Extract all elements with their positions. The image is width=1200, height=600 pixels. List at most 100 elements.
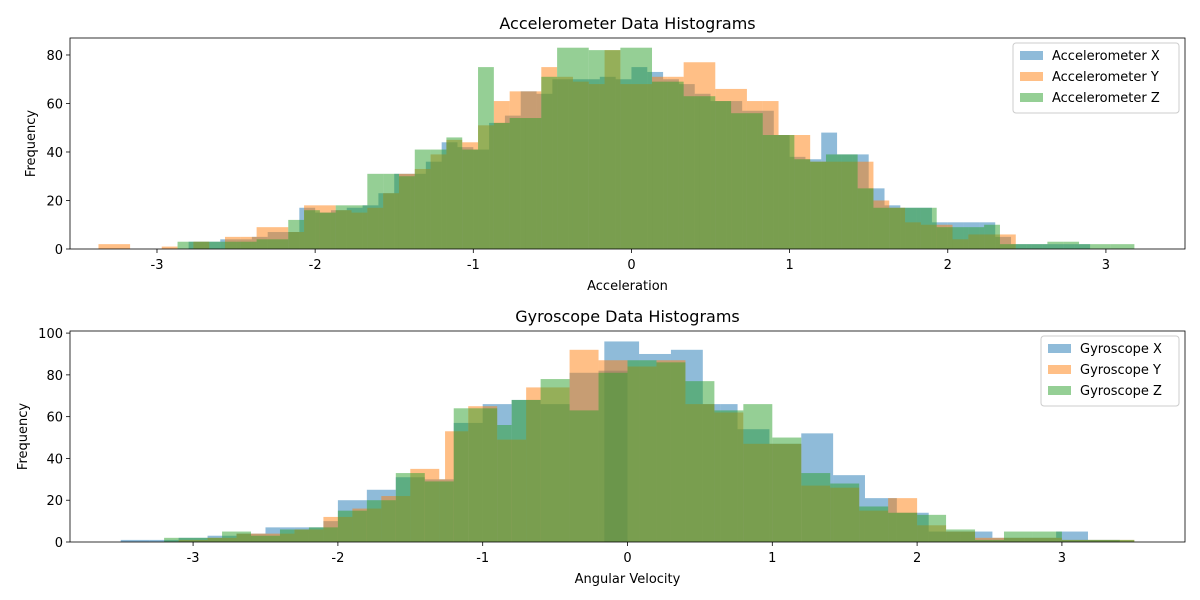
legend: Gyroscope X Gyroscope Y Gyroscope Z [1040, 335, 1180, 407]
bar [430, 149, 447, 249]
y-tick-label: 80 [46, 49, 63, 64]
x-tick-label: 1 [768, 551, 776, 566]
bar [801, 473, 831, 542]
bar [337, 510, 367, 542]
y-tick-label: 100 [38, 327, 63, 342]
bar [304, 210, 320, 249]
bar [557, 47, 589, 250]
x-tick-label: -2 [309, 258, 322, 273]
bar [588, 50, 621, 249]
bar [888, 512, 918, 542]
bar [424, 481, 454, 542]
bar [511, 399, 541, 542]
bar [308, 527, 338, 542]
bar [920, 207, 937, 249]
bar [279, 529, 309, 542]
bar [193, 537, 223, 542]
bar [598, 372, 628, 542]
bar [810, 161, 826, 249]
x-axis-label: Angular Velocity [575, 572, 681, 587]
bar [453, 408, 469, 542]
bar [414, 149, 431, 249]
bar [683, 96, 700, 250]
bar [905, 207, 921, 249]
legend-swatch [1048, 386, 1071, 395]
bar [367, 173, 384, 249]
y-axis-label: Frequency [16, 403, 31, 470]
bar [968, 227, 985, 249]
bar [468, 408, 498, 542]
x-tick-label: 3 [1102, 258, 1110, 273]
bar [1063, 241, 1080, 249]
y-tick-label: 0 [55, 243, 63, 258]
y-tick-label: 60 [46, 97, 63, 112]
bar [952, 227, 969, 249]
bar [825, 154, 842, 249]
bar [1003, 531, 1033, 542]
bar [1061, 539, 1091, 542]
bar [917, 514, 947, 542]
legend-swatch [1020, 93, 1043, 102]
bar [319, 212, 336, 249]
legend-swatch [1020, 51, 1043, 60]
bar [446, 137, 463, 249]
bar [715, 101, 732, 249]
legend-box [1040, 335, 1180, 407]
bar [960, 531, 993, 542]
bar [984, 224, 1000, 249]
legend-label: Accelerometer Y [1052, 70, 1159, 85]
bar [540, 379, 570, 542]
x-tick-label: 1 [785, 258, 793, 273]
legend-label: Gyroscope X [1080, 342, 1162, 357]
legend-label: Gyroscope Z [1080, 384, 1162, 399]
x-tick-label: 0 [623, 551, 631, 566]
bar [714, 410, 744, 542]
bar [398, 176, 415, 249]
bar [772, 437, 802, 542]
bar [627, 360, 657, 542]
legend-swatch [1020, 72, 1043, 81]
bar [222, 531, 252, 542]
bar [462, 149, 479, 249]
bar [509, 118, 526, 249]
y-tick-label: 0 [55, 536, 63, 551]
bar [936, 227, 953, 249]
x-tick-label: 3 [1058, 551, 1066, 566]
accelerometer-histogram-panel: -3 -2 -1 0 1 2 3 0 20 40 60 80 Accelerometer Data Hi… [24, 14, 1186, 294]
bar [685, 381, 715, 542]
y-tick-label: 40 [46, 452, 63, 467]
x-tick-label: -3 [187, 551, 200, 566]
bar [975, 539, 1004, 542]
bar [620, 47, 653, 250]
y-tick-label: 40 [46, 146, 63, 161]
bar [569, 410, 599, 542]
x-tick-label: -1 [476, 551, 489, 566]
bar [120, 539, 150, 542]
legend-box [1012, 42, 1180, 114]
bar [1031, 244, 1048, 249]
plot-frame [69, 37, 1186, 250]
bar [1079, 244, 1111, 249]
bar [999, 244, 1016, 249]
bar [161, 246, 178, 249]
bar [395, 473, 425, 542]
bar [794, 159, 811, 249]
y-tick-label: 80 [46, 369, 63, 384]
bar [652, 81, 668, 249]
x-tick-label: 2 [913, 551, 921, 566]
bar [889, 207, 906, 249]
bar [699, 96, 716, 250]
legend-label: Gyroscope Y [1080, 363, 1161, 378]
bar [98, 244, 131, 249]
bar [525, 118, 542, 249]
x-tick-label: 2 [944, 258, 952, 273]
bar [873, 207, 890, 249]
bar [497, 425, 512, 542]
series-gyroscope-z [164, 360, 1135, 542]
y-tick-label: 20 [46, 194, 63, 209]
legend-label: Accelerometer X [1052, 49, 1160, 64]
bar [478, 67, 494, 249]
x-tick-label: -3 [151, 258, 164, 273]
legend-swatch [1048, 365, 1071, 374]
